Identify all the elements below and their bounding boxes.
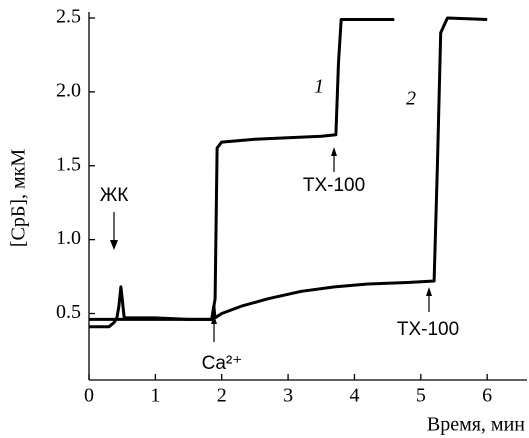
arrow-head (110, 240, 118, 250)
annotation: TX-100 (303, 175, 365, 196)
annotation: Ca²⁺ (202, 353, 243, 374)
y-tick-label: 1.5 (56, 153, 81, 175)
x-tick-label: 0 (84, 385, 94, 407)
x-tick-label: 6 (482, 385, 492, 407)
x-tick-label: 3 (283, 385, 293, 407)
y-axis-label: [СрБ], мкМ (8, 149, 30, 248)
data-line (89, 18, 395, 329)
y-tick-label: 1.0 (56, 227, 81, 249)
x-axis-label: Время, мин (427, 414, 525, 436)
annotation: TX-100 (397, 319, 459, 340)
y-tick-label: 2.5 (56, 6, 81, 28)
series-label: 1 (314, 76, 324, 98)
arrow-head (331, 147, 337, 156)
y-tick-label: 0.5 (56, 301, 81, 323)
data-line (89, 16, 488, 321)
x-tick-label: 1 (150, 385, 160, 407)
y-tick-label: 2.0 (56, 79, 81, 101)
x-tick-label: 2 (217, 385, 227, 407)
x-tick-label: 5 (416, 385, 426, 407)
series-label: 2 (406, 88, 416, 110)
x-tick-label: 4 (349, 385, 359, 407)
annotation: ЖК (100, 185, 129, 206)
arrow-head (211, 315, 217, 324)
arrow-head (426, 287, 432, 296)
